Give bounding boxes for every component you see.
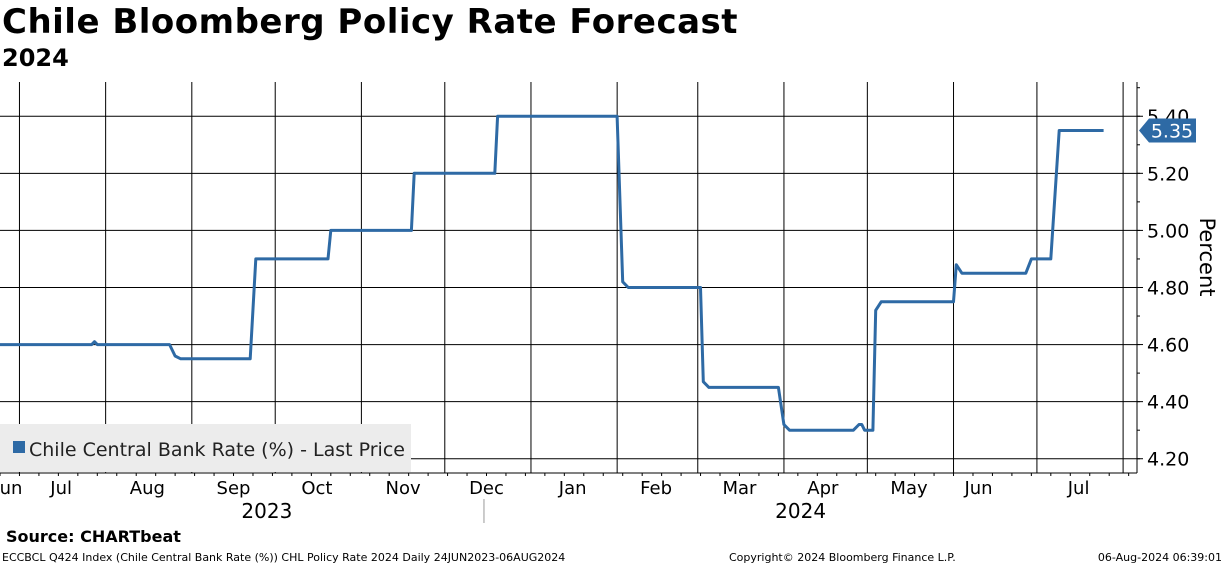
axes: Percent xyxy=(0,82,1219,474)
legend-swatch xyxy=(13,441,25,453)
source-note: Source: CHARTbeat xyxy=(6,527,181,546)
ticker-info: ECCBCL Q424 Index (Chile Central Bank Ra… xyxy=(2,551,566,564)
x-year-label: 2023 xyxy=(241,499,292,523)
y-axis-title: Percent xyxy=(1195,218,1219,297)
series-layer xyxy=(0,114,1104,432)
x-tick-label: Aug xyxy=(130,478,165,499)
y-tick-label: 4.20 xyxy=(1147,449,1189,471)
last-value-text: 5.35 xyxy=(1151,121,1193,143)
x-tick-label: Sep xyxy=(217,478,251,499)
chart-subtitle: 2024 xyxy=(2,44,69,72)
legend: Chile Central Bank Rate (%) - Last Price xyxy=(0,424,411,472)
vertical-gridlines xyxy=(18,82,1124,473)
x-tick-label: May xyxy=(890,478,928,499)
x-tick-label: Jun xyxy=(963,478,992,499)
x-tick-label: Jan xyxy=(558,478,587,499)
x-year-label: 2024 xyxy=(775,499,826,523)
series-line xyxy=(0,114,1104,432)
x-tick-label: Jun xyxy=(0,478,22,499)
x-tick-label: Jul xyxy=(49,478,72,499)
chart-title: Chile Bloomberg Policy Rate Forecast xyxy=(2,2,739,42)
y-tick-label: 5.20 xyxy=(1147,163,1189,185)
last-value-label: 5.35 xyxy=(1139,118,1196,143)
x-tick-label: Dec xyxy=(469,478,504,499)
horizontal-gridlines xyxy=(0,115,1137,460)
x-tick-label: Oct xyxy=(301,478,332,499)
timestamp: 06-Aug-2024 06:39:01 xyxy=(1097,551,1222,564)
y-axis-ticks: 4.204.404.604.805.005.205.40 xyxy=(1137,87,1189,471)
y-tick-label: 4.60 xyxy=(1147,335,1189,357)
copyright: Copyright© 2024 Bloomberg Finance L.P. xyxy=(729,551,956,564)
legend-label: Chile Central Bank Rate (%) - Last Price xyxy=(29,439,405,461)
last-value-badge xyxy=(1139,118,1196,143)
x-tick-label: Feb xyxy=(640,478,672,499)
x-tick-label: Jul xyxy=(1067,478,1090,499)
x-tick-label: Mar xyxy=(722,478,757,499)
y-tick-label: 4.80 xyxy=(1147,277,1189,299)
x-axis-ticks: Jun Jul Aug Sep Oct Nov Dec Jan Feb Mar Apr May Jun J… xyxy=(0,473,1130,523)
y-tick-label: 4.40 xyxy=(1147,392,1189,414)
x-tick-label: Apr xyxy=(807,478,839,499)
x-tick-label: Nov xyxy=(386,478,421,499)
y-tick-label: 5.00 xyxy=(1147,220,1189,242)
legend-box xyxy=(0,424,411,472)
